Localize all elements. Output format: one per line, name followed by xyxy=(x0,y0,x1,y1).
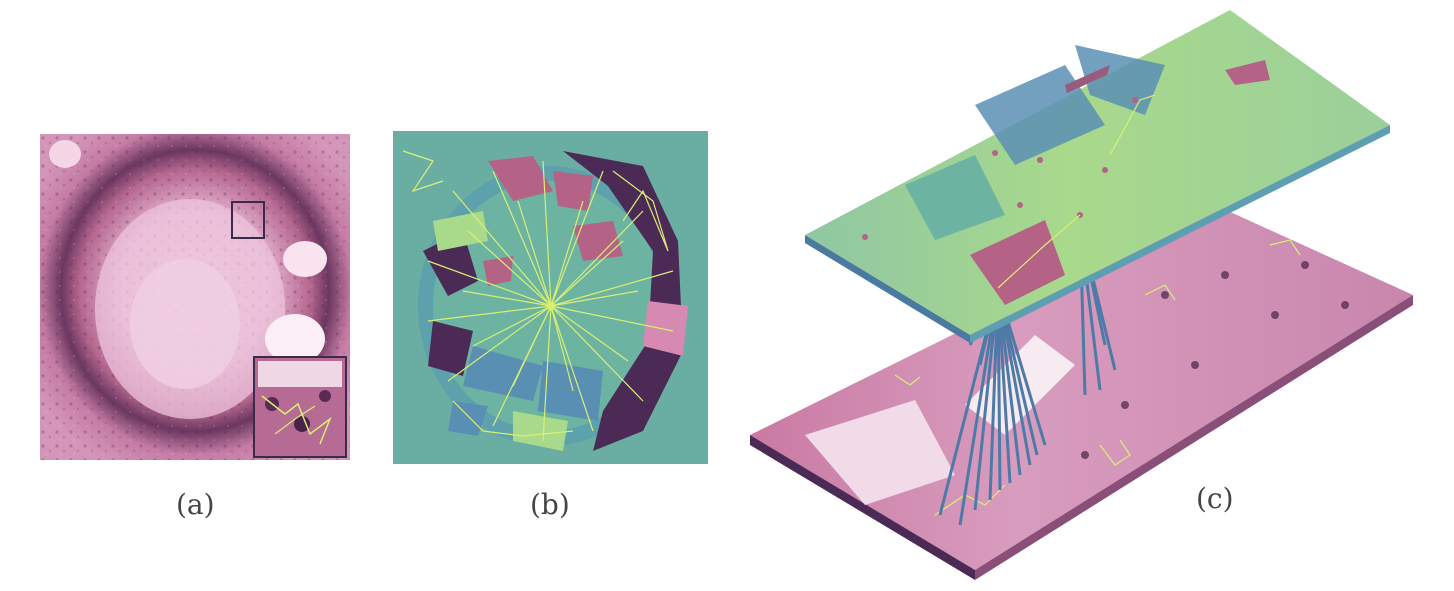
layered-graph-c xyxy=(750,10,1413,580)
graph-edges xyxy=(402,150,674,442)
caption-b: (b) xyxy=(530,488,570,521)
panel-b-region-graph xyxy=(393,131,708,464)
panel-c-hierarchical-layers xyxy=(745,5,1445,585)
caption-a: (a) xyxy=(176,488,215,521)
top-layer-regions xyxy=(805,10,1390,343)
caption-c: (c) xyxy=(1196,482,1234,515)
tissue-image-a xyxy=(40,134,350,460)
region-graph-b xyxy=(393,131,708,464)
zoom-inset xyxy=(253,356,347,458)
panel-a-tissue-image xyxy=(40,134,350,460)
